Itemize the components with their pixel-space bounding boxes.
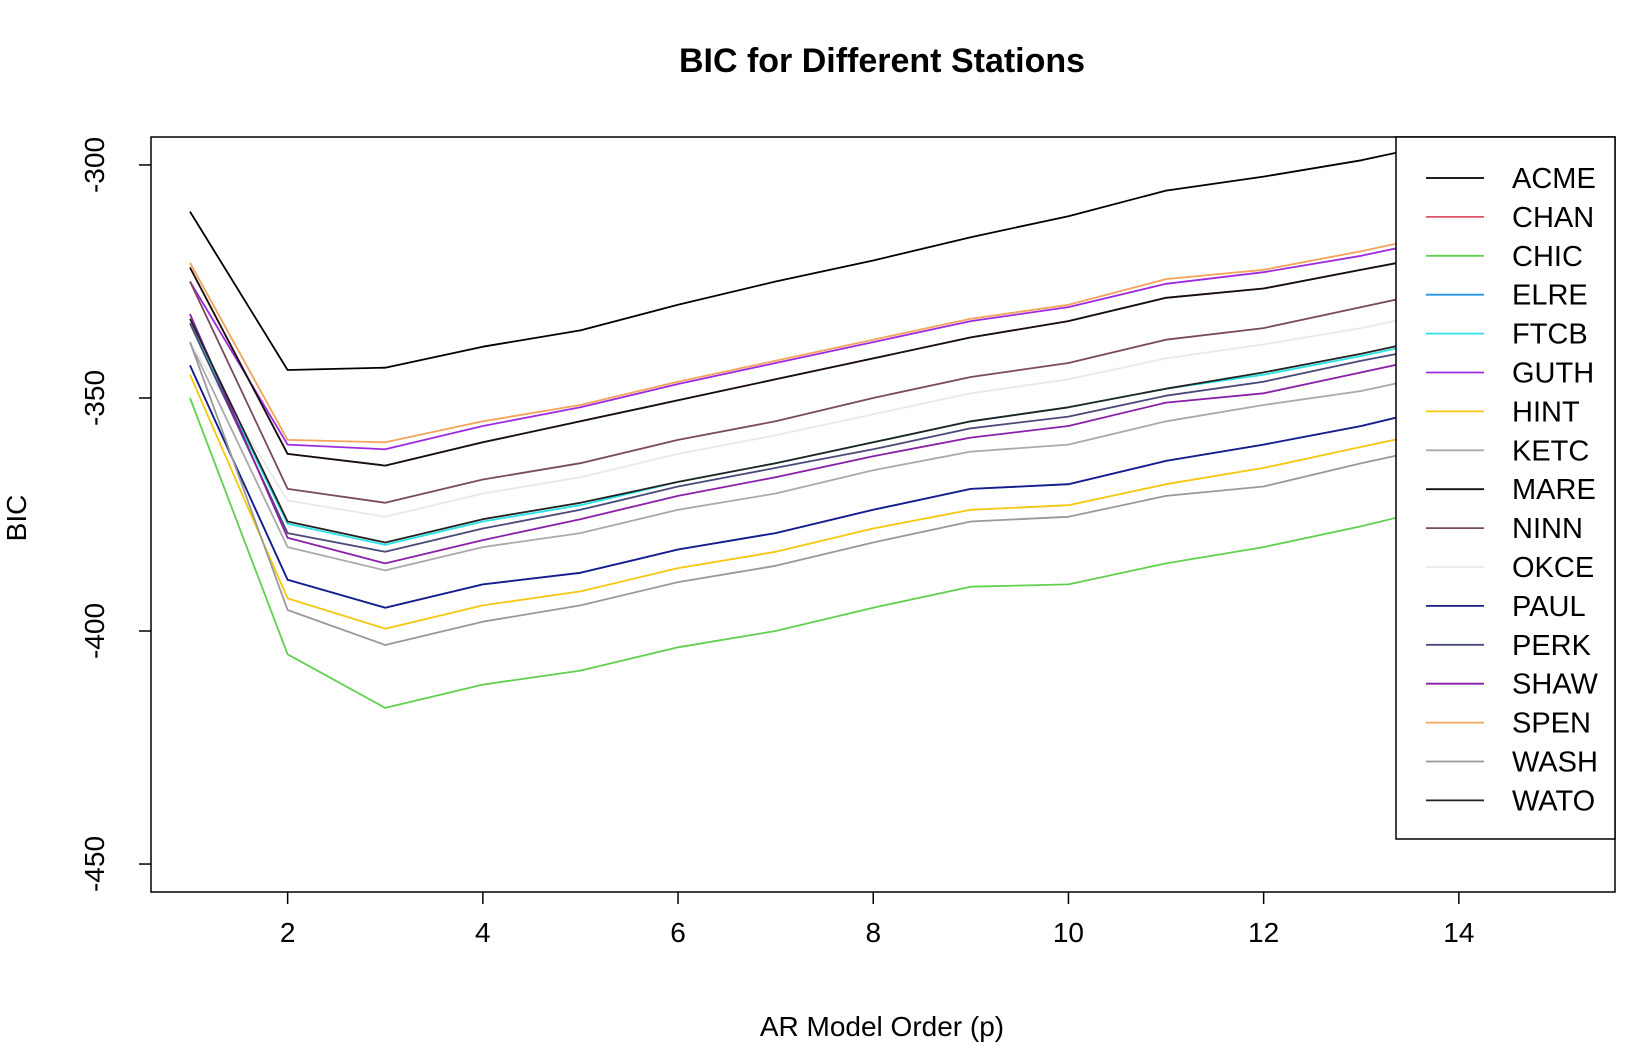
legend-label: MARE	[1512, 474, 1596, 506]
legend-label: NINN	[1512, 513, 1583, 545]
y-axis-label: BIC	[1, 495, 32, 542]
series-line-ftcb	[189, 317, 1557, 546]
series-line-chic	[189, 397, 1557, 709]
legend: ACME CHAN CHIC ELRE FTCB GUTH HINT KETC MARE NINN…	[1395, 136, 1616, 840]
series-line-wato	[189, 315, 1557, 544]
legend-label: SPEN	[1512, 708, 1591, 740]
legend-item-ninn: NINN	[1426, 513, 1583, 545]
legend-label: CHIC	[1512, 241, 1583, 273]
x-tick-label: 6	[670, 917, 686, 948]
series-line-hint	[189, 374, 1557, 630]
x-axis-label: AR Model Order (p)	[760, 1011, 1004, 1042]
legend-label: HINT	[1512, 396, 1580, 428]
legend-item-wato: WATO	[1426, 785, 1595, 817]
y-tick-label: -300	[79, 137, 110, 193]
legend-item-chan: CHAN	[1426, 202, 1594, 234]
legend-label: ELRE	[1512, 280, 1588, 312]
series-line-ketc	[189, 341, 1557, 572]
series-line-paul	[189, 365, 1557, 609]
chart-title: BIC for Different Stations	[679, 42, 1085, 80]
legend-item-guth: GUTH	[1426, 358, 1594, 390]
y-tick-label: -400	[79, 603, 110, 659]
x-axis-ticks: 2 4 6 8 10 12 14	[280, 892, 1474, 948]
legend-label: WASH	[1512, 747, 1598, 779]
legend-label: WATO	[1512, 785, 1595, 817]
legend-item-perk: PERK	[1426, 630, 1592, 662]
x-tick-label: 8	[865, 917, 881, 948]
legend-label: KETC	[1512, 435, 1589, 467]
y-tick-label: -450	[79, 836, 110, 892]
series-line-okce	[189, 289, 1557, 518]
series-line-guth	[189, 217, 1557, 451]
series-line-mare	[189, 234, 1557, 467]
x-tick-label: 10	[1053, 917, 1084, 948]
series-line-wash	[189, 341, 1557, 646]
legend-label: SHAW	[1512, 669, 1599, 701]
legend-label: ACME	[1512, 163, 1596, 195]
legend-label: OKCE	[1512, 552, 1594, 584]
legend-item-spen: SPEN	[1426, 708, 1591, 740]
series-line-shaw	[189, 313, 1557, 565]
series-line-ninn	[189, 268, 1557, 504]
series-line-chan	[189, 234, 1557, 467]
series-line-acme	[189, 137, 1479, 371]
series-lines	[189, 137, 1557, 709]
y-tick-label: -350	[79, 370, 110, 426]
legend-item-ketc: KETC	[1426, 435, 1589, 467]
x-tick-label: 2	[280, 917, 296, 948]
legend-item-wash: WASH	[1426, 747, 1598, 779]
legend-item-shaw: SHAW	[1426, 669, 1599, 701]
legend-label: GUTH	[1512, 358, 1594, 390]
y-axis-ticks: -450 -400 -350 -300	[79, 137, 151, 892]
legend-item-hint: HINT	[1426, 396, 1580, 428]
legend-item-elre: ELRE	[1426, 280, 1588, 312]
legend-label: CHAN	[1512, 202, 1594, 234]
legend-item-paul: PAUL	[1426, 591, 1586, 623]
x-tick-label: 12	[1248, 917, 1279, 948]
series-line-spen	[189, 213, 1557, 444]
legend-label: PERK	[1512, 630, 1592, 662]
x-tick-label: 4	[475, 917, 491, 948]
series-line-perk	[189, 323, 1557, 553]
legend-label: PAUL	[1512, 591, 1586, 623]
legend-item-mare: MARE	[1426, 474, 1596, 506]
legend-item-okce: OKCE	[1426, 552, 1594, 584]
legend-label: FTCB	[1512, 319, 1588, 351]
legend-item-chic: CHIC	[1426, 241, 1583, 273]
legend-item-ftcb: FTCB	[1426, 319, 1588, 351]
series-line-elre	[189, 365, 1557, 609]
x-tick-label: 14	[1443, 917, 1474, 948]
legend-item-acme: ACME	[1426, 163, 1596, 195]
